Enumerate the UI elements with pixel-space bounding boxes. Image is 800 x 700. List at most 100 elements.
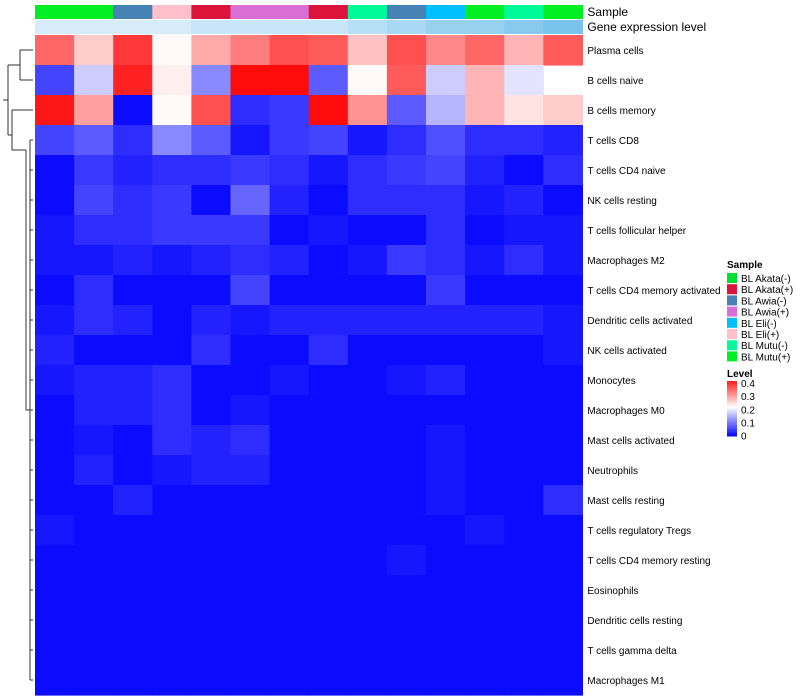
heatmap-cell-t-cells-cd4-memory-activated-10: [386, 275, 427, 306]
heatmap-cell-nk-cells-activated-12: [465, 335, 505, 366]
legend-label-bl-mutu: BL Mutu(-): [741, 341, 788, 352]
annotation-gene-expression-level-cell-3: [113, 20, 153, 34]
heatmap-cell-monocytes-2: [74, 365, 114, 396]
annotation-sample-cell-9: [347, 5, 388, 19]
heatmap-cell-t-cells-cd4-memory-resting-6: [230, 545, 271, 576]
heatmap-cell-nk-cells-resting-3: [113, 185, 153, 216]
heatmap-cell-neutrophils-13: [504, 455, 544, 486]
heatmap-cell-dendritic-cells-activated-5: [191, 305, 232, 336]
heatmap-cell-mast-cells-activated-4: [152, 425, 192, 456]
heatmap-cell-macrophages-m2-4: [152, 245, 192, 276]
heatmap-cell-macrophages-m1-4: [152, 665, 192, 696]
heatmap-cell-plasma-cells-10: [386, 35, 427, 66]
heatmap-cell-t-cells-cd4-memory-resting-4: [152, 545, 192, 576]
heatmap-cell-mast-cells-activated-2: [74, 425, 114, 456]
heatmap-cell-neutrophils-3: [113, 455, 153, 486]
annotation-sample-cell-7: [269, 5, 310, 19]
heatmap-cell-t-cells-cd4-memory-resting-5: [191, 545, 232, 576]
heatmap-cell-b-cells-memory-4: [152, 95, 192, 126]
heatmap-cell-nk-cells-activated-4: [152, 335, 192, 366]
legend-colorbar-step-6: [727, 389, 737, 392]
heatmap-cell-macrophages-m0-4: [152, 395, 192, 426]
heatmap-cell-t-cells-cd4-naive-8: [308, 155, 349, 186]
heatmap-cell-t-cells-follicular-helper-2: [74, 215, 114, 246]
heatmap-cell-monocytes-1: [35, 365, 75, 396]
heatmap-cell-t-cells-gamma-delta-4: [152, 635, 192, 666]
heatmap-cell-b-cells-naive-5: [191, 65, 232, 96]
legend-colorbar-step-18: [727, 405, 737, 408]
heatmap-cell-mast-cells-resting-7: [269, 485, 310, 516]
annotation-sample-cell-11: [426, 5, 466, 19]
annotation-sample-cell-5: [191, 5, 232, 19]
heatmap-cell-monocytes-8: [308, 365, 349, 396]
row-label-macrophages-m2: Macrophages M2: [587, 256, 665, 267]
heatmap-cell-t-cells-gamma-delta-10: [386, 635, 427, 666]
heatmap-cell-mast-cells-activated-3: [113, 425, 153, 456]
heatmap-cell-b-cells-naive-1: [35, 65, 75, 96]
heatmap-cell-mast-cells-resting-10: [386, 485, 427, 516]
heatmap-cell-dendritic-cells-resting-2: [74, 605, 114, 636]
heatmap-cell-dendritic-cells-resting-10: [386, 605, 427, 636]
heatmap-cell-macrophages-m0-10: [386, 395, 427, 426]
legend-colorbar-step-34: [727, 427, 737, 430]
heatmap-cell-eosinophils-6: [230, 575, 271, 606]
legend-colorbar-step-0: [727, 381, 737, 383]
heatmap-cell-monocytes-7: [269, 365, 310, 396]
heatmap-cell-t-cells-follicular-helper-9: [347, 215, 388, 246]
heatmap-cell-t-cells-follicular-helper-6: [230, 215, 271, 246]
row-label-macrophages-m0: Macrophages M0: [587, 406, 665, 417]
annotation-gene-expression-level-cell-7: [269, 20, 310, 34]
legend-colorbar-step-28: [727, 419, 737, 422]
heatmap-cell-t-cells-cd4-memory-resting-10: [386, 545, 427, 576]
row-label-t-cells-follicular-helper: T cells follicular helper: [587, 226, 686, 237]
heatmap-cell-eosinophils-4: [152, 575, 192, 606]
heatmap-cell-t-cells-cd4-memory-resting-14: [543, 545, 583, 576]
heatmap-cell-dendritic-cells-activated-7: [269, 305, 310, 336]
heatmap-cell-t-cells-cd4-naive-1: [35, 155, 75, 186]
heatmap-cell-t-cells-follicular-helper-5: [191, 215, 232, 246]
heatmap-cell-t-cells-follicular-helper-7: [269, 215, 310, 246]
heatmap-cell-plasma-cells-11: [426, 35, 466, 66]
heatmap-cell-t-cells-cd4-memory-activated-1: [35, 275, 75, 306]
legend-label-bl-akata: BL Akata(-): [741, 274, 791, 285]
heatmap-cell-nk-cells-resting-4: [152, 185, 192, 216]
heatmap-cell-mast-cells-resting-1: [35, 485, 75, 516]
heatmap-cell-plasma-cells-1: [35, 35, 75, 66]
heatmap-cell-macrophages-m0-9: [347, 395, 388, 426]
heatmap-cell-t-cells-gamma-delta-12: [465, 635, 505, 666]
heatmap-cell-mast-cells-resting-8: [308, 485, 349, 516]
heatmap-cell-dendritic-cells-resting-13: [504, 605, 544, 636]
heatmap-cell-b-cells-naive-13: [504, 65, 544, 96]
legend-level-tick-0-1: 0.1: [741, 418, 755, 429]
heatmap-cell-macrophages-m0-3: [113, 395, 153, 426]
heatmap-cell-monocytes-4: [152, 365, 192, 396]
annotation-sample-cell-3: [113, 5, 153, 19]
legend-colorbar-step-31: [727, 423, 737, 426]
heatmap-cell-b-cells-memory-14: [543, 95, 583, 126]
heatmap-cell-t-cells-cd4-memory-resting-11: [426, 545, 466, 576]
heatmap-cell-b-cells-memory-8: [308, 95, 349, 126]
heatmap-cell-t-cells-cd4-memory-resting-13: [504, 545, 544, 576]
heatmap-cell-monocytes-12: [465, 365, 505, 396]
legend-colorbar-step-35: [727, 429, 737, 432]
row-dendrogram: [3, 49, 33, 681]
legend-colorbar-step-30: [727, 422, 737, 425]
legend-colorbar-step-14: [727, 400, 737, 403]
heatmap-cell-t-cells-follicular-helper-1: [35, 215, 75, 246]
heatmap-cell-monocytes-3: [113, 365, 153, 396]
heatmap-cell-t-cells-follicular-helper-3: [113, 215, 153, 246]
legend-colorbar-step-36: [727, 430, 737, 433]
heatmap-cell-eosinophils-5: [191, 575, 232, 606]
legend-colorbar-step-39: [727, 434, 737, 437]
heatmap-cell-dendritic-cells-activated-6: [230, 305, 271, 336]
heatmap-cell-monocytes-6: [230, 365, 271, 396]
heatmap-cell-t-cells-regulatory-tregs-13: [504, 515, 544, 546]
heatmap-cell-t-cells-cd8-2: [74, 125, 114, 156]
annotation-gene-expression-level-cell-11: [426, 20, 466, 34]
legend-colorbar-step-29: [727, 420, 737, 423]
heatmap-cell-nk-cells-resting-8: [308, 185, 349, 216]
heatmap-cell-b-cells-memory-3: [113, 95, 153, 126]
heatmap-cell-t-cells-cd4-naive-6: [230, 155, 271, 186]
heatmap-cell-macrophages-m2-6: [230, 245, 271, 276]
